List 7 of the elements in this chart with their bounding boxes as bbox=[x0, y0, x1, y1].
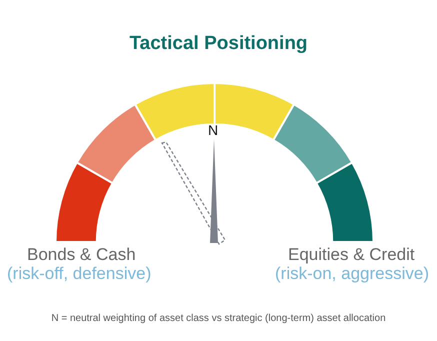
text: (risk-on, aggressive) bbox=[275, 264, 429, 284]
text: (risk-off, defensive) bbox=[7, 264, 152, 284]
chart-title: Tactical Positioning bbox=[128, 33, 309, 55]
text: N bbox=[208, 122, 218, 138]
text: N = neutral weighting of asset class vs strategic (long-term) asset allocation bbox=[50, 313, 387, 324]
text: Equities & Credit bbox=[288, 245, 415, 265]
text: Bonds & Cash bbox=[27, 245, 136, 265]
